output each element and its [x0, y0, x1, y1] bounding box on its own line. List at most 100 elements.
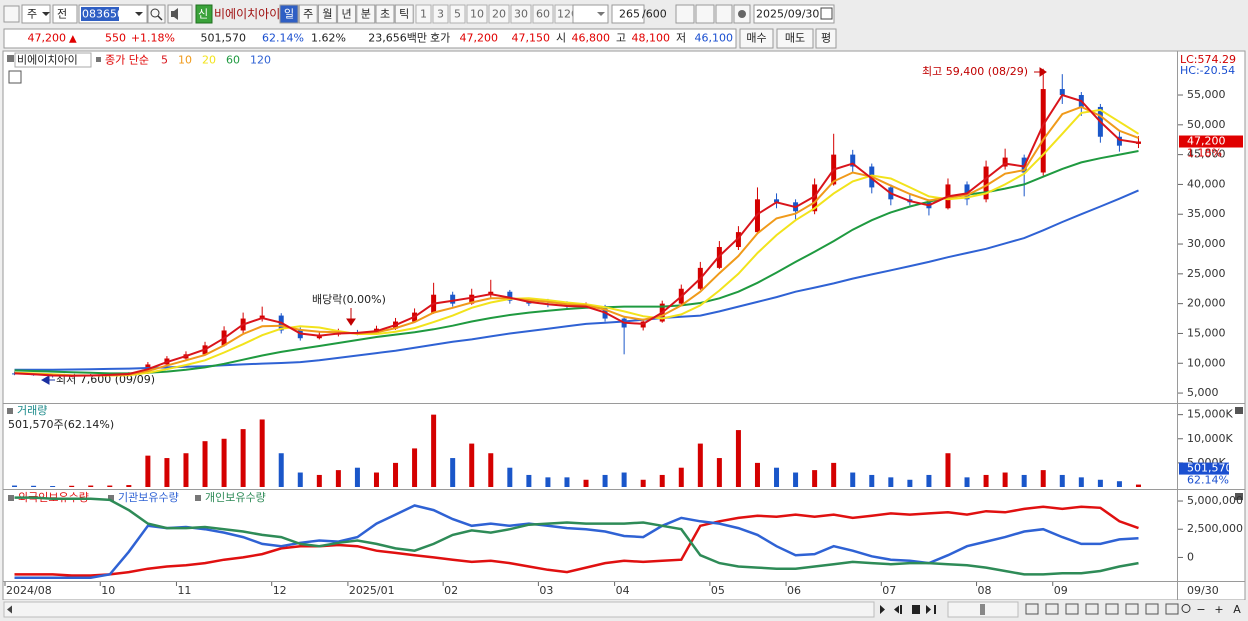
- volume-bar: [469, 443, 475, 487]
- candle-body: [964, 184, 970, 200]
- volume-bar: [240, 429, 246, 487]
- stock-name: 비에이치아이: [214, 7, 280, 21]
- candle-body: [1040, 89, 1046, 173]
- interval-text: 5: [454, 8, 461, 21]
- volume-bar: [888, 477, 894, 487]
- candle-body: [983, 166, 989, 200]
- period-tab[interactable]: [337, 4, 357, 24]
- x-tick-label: 05: [711, 584, 725, 597]
- legend-icon: [96, 57, 101, 62]
- period-select[interactable]: [21, 4, 51, 24]
- volume-bar: [850, 472, 856, 487]
- volume-bar: [659, 474, 665, 487]
- menu-icon[interactable]: [3, 5, 20, 23]
- period-tab[interactable]: [356, 4, 376, 24]
- y-tick-label: 10,000K: [1187, 432, 1233, 445]
- y-tick-label: 2,500,000: [1187, 522, 1243, 535]
- volume-bar: [316, 474, 322, 487]
- moving-average: [14, 105, 1139, 377]
- y-tick-label: 25,000: [1187, 267, 1226, 280]
- panel-close[interactable]: [1235, 407, 1243, 414]
- scroll-left[interactable]: [7, 605, 12, 614]
- hc-label: HC:-20.54: [1180, 64, 1235, 77]
- y-tick-label: 50,000: [1187, 118, 1226, 131]
- interval-select[interactable]: [572, 4, 609, 24]
- interval-button[interactable]: [532, 4, 554, 24]
- candle-body: [450, 294, 456, 304]
- x-tick-label: 03: [539, 584, 553, 597]
- volume-bar: [335, 470, 341, 487]
- interval-button[interactable]: [466, 4, 488, 24]
- panel-close[interactable]: [1235, 493, 1243, 500]
- volume-bar: [697, 443, 703, 487]
- change-pct: +1.18%: [131, 32, 175, 45]
- period-tab[interactable]: [394, 4, 414, 24]
- volume-bar: [31, 485, 37, 487]
- interval-button[interactable]: [415, 4, 432, 24]
- volume-bar: [1059, 474, 1065, 487]
- legend-entry: 10: [178, 54, 192, 67]
- count-input[interactable]: [611, 4, 645, 24]
- x-tick-label: 2024/08: [6, 584, 52, 597]
- interval-button[interactable]: [432, 4, 449, 24]
- interval-button[interactable]: [449, 4, 466, 24]
- period-tab[interactable]: [279, 4, 299, 24]
- tool-button[interactable]: [695, 4, 715, 24]
- grid-icon[interactable]: [8, 70, 22, 84]
- candle-body: [1002, 157, 1008, 167]
- x-tick-label: 08: [978, 584, 992, 597]
- sell-button[interactable]: [776, 28, 814, 49]
- scope-select[interactable]: [52, 4, 78, 24]
- interval-button[interactable]: [510, 4, 532, 24]
- volume-bar: [488, 453, 494, 487]
- volume-ratio: 62.14%: [262, 32, 304, 45]
- volume-bar: [126, 485, 132, 487]
- zoom-icon[interactable]: [1181, 604, 1191, 613]
- zoom-thumb[interactable]: [980, 604, 985, 615]
- tool-button[interactable]: [675, 4, 695, 24]
- y-tick-label: 0: [1187, 550, 1194, 563]
- new-badge[interactable]: [195, 4, 213, 24]
- annotation-arrow: [346, 308, 356, 326]
- volume-bar: [1135, 484, 1141, 487]
- auto-scale[interactable]: A: [1233, 603, 1241, 616]
- period-tab[interactable]: [298, 4, 318, 24]
- sound-button[interactable]: [167, 4, 193, 24]
- period-tab[interactable]: [375, 4, 395, 24]
- volume-bar: [964, 477, 970, 487]
- legend-entry: 외국인보유수량: [18, 491, 89, 504]
- tool-icons[interactable]: [1025, 603, 1179, 615]
- volume-bar: [297, 472, 303, 487]
- zoom-in[interactable]: +: [1214, 603, 1223, 616]
- x-tick-label: 02: [444, 584, 458, 597]
- legend-icon: [195, 495, 201, 501]
- scroll-track[interactable]: [3, 601, 875, 618]
- low-label: 저: [676, 32, 686, 45]
- candle-body: [469, 294, 475, 304]
- save-button[interactable]: [715, 4, 733, 24]
- volume-bar: [1002, 472, 1008, 487]
- period-tab-text: 분: [361, 8, 371, 21]
- buy-button[interactable]: [739, 28, 774, 49]
- zoom-out[interactable]: −: [1196, 603, 1205, 616]
- search-button[interactable]: [147, 4, 166, 24]
- period-tab[interactable]: [317, 4, 337, 24]
- open-label: 시: [556, 32, 566, 45]
- avg-button[interactable]: [815, 28, 837, 49]
- x-tick-label: 09: [1054, 584, 1068, 597]
- date-input[interactable]: [753, 4, 835, 24]
- volume-bar: [983, 474, 989, 487]
- change-label: 1.18%: [1187, 147, 1222, 160]
- y-tick-label: 15,000: [1187, 326, 1226, 339]
- y-tick-label: 55,000: [1187, 88, 1226, 101]
- calendar-icon[interactable]: [820, 7, 833, 20]
- change: 550: [105, 32, 126, 45]
- volume-bar: [1021, 474, 1027, 487]
- legend-stock: 비에이치아이: [17, 54, 78, 67]
- code-selection: [81, 7, 119, 21]
- legend-icon: [7, 55, 14, 62]
- interval-button[interactable]: [488, 4, 510, 24]
- dividend-annotation: 배당락(0.00%): [312, 293, 386, 306]
- volume-ratio: 62.14%: [1187, 474, 1229, 487]
- ma-legend: 5 10 20 60 120: [161, 54, 271, 67]
